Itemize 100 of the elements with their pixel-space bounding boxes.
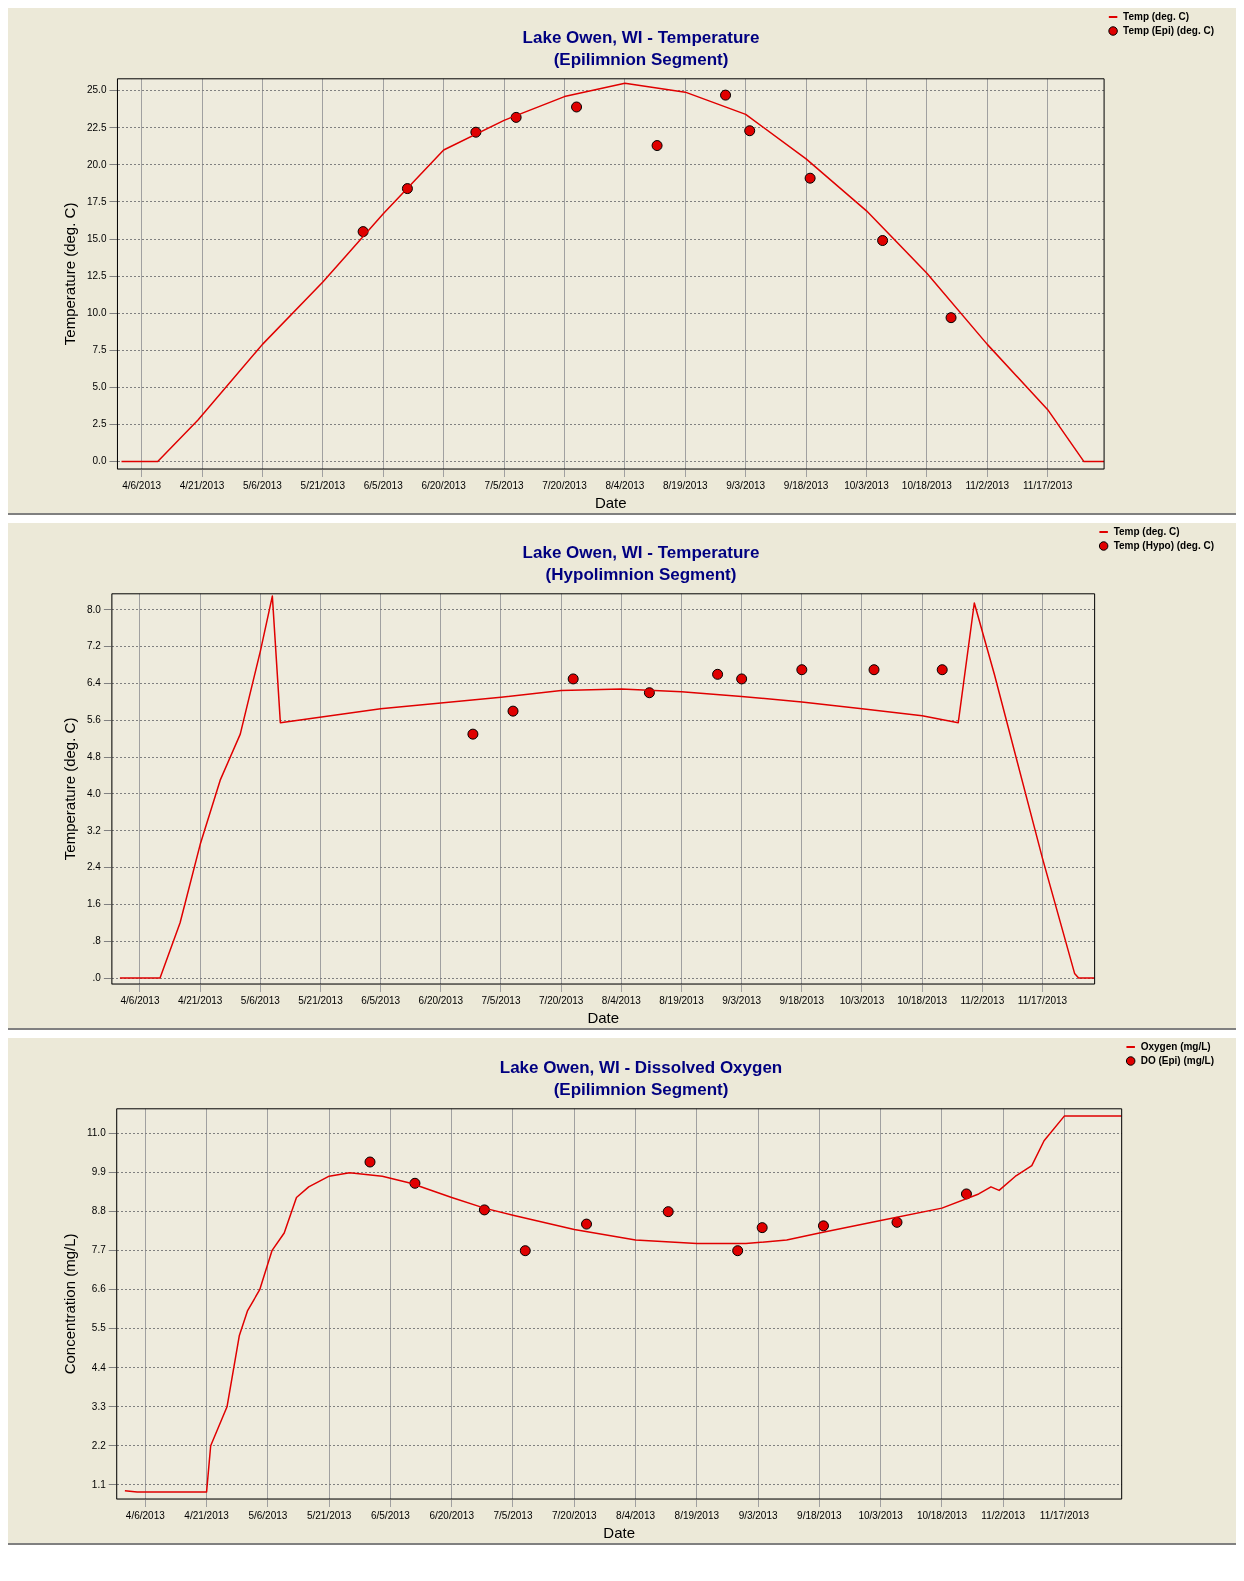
x-tick-label: 6/20/2013 [421,479,467,491]
x-tick-label: 6/5/2013 [370,1509,411,1521]
x-tick-label: 4/21/2013 [184,1509,230,1521]
legend-label: Oxygen (mg/L) [1140,1040,1211,1052]
x-axis-title: Date [603,1524,636,1542]
point [467,728,479,740]
x-tick-label: 5/6/2013 [242,479,283,491]
x-axis-title: Date [587,1009,620,1027]
point [736,673,748,685]
x-tick-label: 4/6/2013 [125,1509,166,1521]
point [960,1188,972,1200]
legend-label: DO (Epi) (mg/L) [1140,1054,1215,1066]
y-tick-label: 5.0 [92,381,107,393]
x-tick-label: 4/6/2013 [120,994,160,1006]
point [744,125,756,137]
x-tick-label: 10/18/2013 [897,994,948,1006]
x-tick-label: 11/17/2013 [1023,479,1073,491]
y-tick-label: 20.0 [86,158,107,170]
x-tick-label: 6/20/2013 [418,994,464,1006]
point [868,664,880,676]
y-tick-label: 11.0 [86,1127,107,1139]
x-tick-label: 7/20/2013 [538,994,584,1006]
legend-label: Temp (deg. C) [1123,10,1190,22]
y-tick-label: .8 [92,934,102,946]
x-tick-label: 9/18/2013 [779,994,825,1006]
y-tick-label: 6.4 [87,677,102,689]
y-tick-label: 10.0 [86,306,107,318]
x-tick-label: 4/21/2013 [179,479,225,491]
x-tick-label: 9/3/2013 [726,479,766,491]
x-tick-label: 7/5/2013 [493,1509,533,1521]
y-tick-label: 6.6 [91,1283,107,1295]
x-tick-label: 11/2/2013 [981,1509,1026,1521]
point [817,1220,829,1232]
chart-subtitle: (Hypolimnion Segment) [545,565,737,585]
x-tick-label: 5/21/2013 [306,1509,352,1521]
point [945,312,957,324]
y-tick-label: .0 [92,971,102,983]
y-tick-label: 7.5 [92,344,107,356]
point [581,1218,593,1230]
x-tick-label: 6/20/2013 [429,1509,475,1521]
legend-label: Temp (deg. C) [1113,525,1180,537]
y-axis-title: Concentration (mg/L) [61,1233,79,1375]
legend-label: Temp (Hypo) (deg. C) [1113,539,1215,551]
x-tick-label: 5/21/2013 [298,994,344,1006]
y-tick-label: 12.5 [86,269,107,281]
point [804,172,816,184]
chart-title: Lake Owen, WI - Temperature [522,542,760,562]
x-tick-label: 5/6/2013 [248,1509,288,1521]
y-axis-title: Temperature (deg. C) [61,717,79,861]
chart-title: Lake Owen, WI - Dissolved Oxygen [499,1057,783,1077]
point [796,664,808,676]
y-tick-label: 4.8 [87,750,102,762]
y-tick-label: 2.4 [87,861,102,873]
y-tick-label: 4.0 [87,787,102,799]
point [567,673,579,685]
point [732,1245,744,1257]
y-tick-label: 2.5 [92,418,107,430]
y-axis-title: Temperature (deg. C) [61,202,79,346]
x-tick-label: 9/18/2013 [797,1509,843,1521]
y-tick-label: 25.0 [86,84,107,96]
point [712,668,724,680]
legend-label: Temp (Epi) (deg. C) [1123,24,1214,36]
x-tick-label: 10/3/2013 [844,479,890,491]
x-tick-label: 8/19/2013 [659,994,705,1006]
point [651,140,663,152]
point [891,1216,903,1228]
y-tick-label: 1.6 [87,898,102,910]
y-tick-label: 2.2 [91,1439,107,1451]
x-tick-label: 4/6/2013 [122,479,162,491]
chart-subtitle: (Epilimnion Segment) [553,50,729,70]
x-tick-label: 4/21/2013 [177,994,223,1006]
x-tick-label: 5/6/2013 [240,994,281,1006]
x-tick-label: 7/20/2013 [552,1509,597,1521]
y-tick-label: 3.2 [87,824,102,836]
x-tick-label: 7/5/2013 [481,994,521,1006]
y-tick-label: 0.0 [92,455,107,467]
point [507,705,519,717]
y-tick-label: 3.3 [91,1400,107,1412]
y-tick-label: 8.0 [87,603,102,615]
x-tick-label: 6/5/2013 [363,479,404,491]
x-tick-label: 8/4/2013 [601,994,642,1006]
y-tick-label: 17.5 [86,195,107,207]
x-tick-label: 7/20/2013 [542,479,588,491]
x-tick-label: 8/4/2013 [616,1509,656,1521]
point [357,226,369,238]
point [936,664,948,676]
y-tick-label: 7.7 [91,1244,107,1256]
x-axis-title: Date [594,494,627,512]
x-tick-label: 11/17/2013 [1017,994,1068,1006]
x-tick-label: 11/2/2013 [960,994,1005,1006]
x-tick-label: 8/4/2013 [605,479,645,491]
x-tick-label: 8/19/2013 [674,1509,720,1521]
y-tick-label: 8.8 [91,1205,107,1217]
x-tick-label: 6/5/2013 [361,994,401,1006]
y-tick-label: 5.6 [87,714,102,726]
x-tick-label: 7/5/2013 [484,479,524,491]
y-tick-label: 4.4 [91,1361,107,1373]
y-tick-label: 22.5 [86,121,107,133]
y-tick-label: 15.0 [86,232,107,244]
point [643,687,655,699]
